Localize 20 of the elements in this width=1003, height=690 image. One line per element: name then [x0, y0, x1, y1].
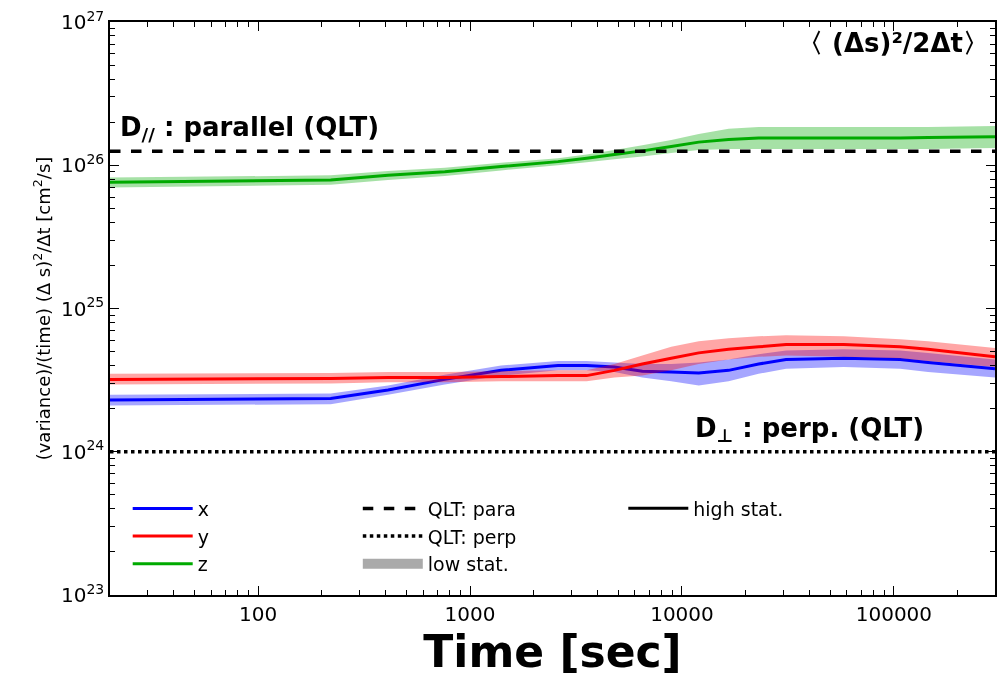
annotation: D$_{//}$ : parallel (QLT) — [120, 112, 380, 146]
x-tick-label: 10000 — [650, 601, 714, 626]
legend-label: high stat. — [693, 497, 784, 520]
y-tick-label: 10$^{26}$ — [60, 150, 105, 178]
legend-label: low stat. — [427, 553, 509, 576]
y-tick-label: 10$^{27}$ — [60, 7, 105, 34]
legend-label: y — [197, 525, 209, 548]
x-axis-title: Time [sec] — [423, 625, 682, 677]
y-tick-label: 10$^{25}$ — [60, 294, 105, 321]
x-tick-label: 100 — [239, 601, 278, 626]
y-tick-label: 10$^{24}$ — [60, 437, 105, 464]
legend-label: QLT: perp — [427, 525, 517, 548]
annotation: D$_{⊥}$ : perp. (QLT) — [695, 413, 925, 447]
legend-label: x — [197, 497, 209, 520]
x-tick-label: 100000 — [855, 601, 933, 626]
x-tick-label: 1000 — [444, 601, 496, 626]
legend-label: z — [197, 553, 208, 576]
y-tick-label: 10$^{23}$ — [60, 580, 105, 607]
annotation: 〈 (Δs)²/2Δt〉 — [797, 28, 989, 58]
legend-label: QLT: para — [427, 497, 516, 520]
